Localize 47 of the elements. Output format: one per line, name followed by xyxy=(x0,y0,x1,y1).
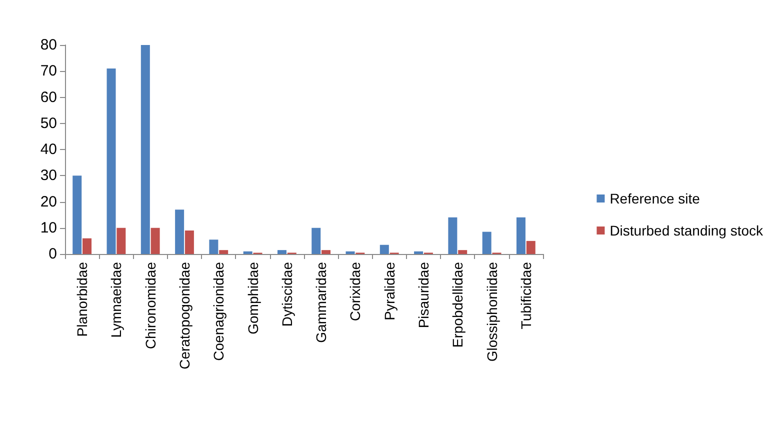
legend-label: Reference site xyxy=(610,190,700,206)
bar xyxy=(277,250,286,254)
y-tick-label: 40 xyxy=(40,141,57,158)
x-tick-label: Ceratopogonidae xyxy=(176,262,192,370)
y-tick-label: 70 xyxy=(40,62,57,80)
bar xyxy=(482,232,492,254)
bar xyxy=(380,244,389,254)
bar xyxy=(448,217,458,254)
bar xyxy=(414,251,424,254)
x-tick-label: Corixidae xyxy=(347,262,364,322)
x-tick-label: Pyralidae xyxy=(381,262,398,320)
bar xyxy=(458,250,468,254)
y-tick-label: 50 xyxy=(40,114,57,132)
x-tick-label: Tubificidae xyxy=(518,262,534,330)
x-tick-label: Erpobdellidae xyxy=(450,262,466,348)
x-tick-label: Lymnaeidae xyxy=(108,262,124,338)
y-tick-label: 10 xyxy=(40,219,57,236)
y-tick-label: 20 xyxy=(40,193,57,210)
bar xyxy=(150,228,160,254)
bar xyxy=(219,250,228,254)
y-tick-label: 60 xyxy=(40,88,57,106)
x-tick-label: Planorbidae xyxy=(74,262,90,337)
bar xyxy=(140,45,150,254)
bar xyxy=(322,250,331,254)
bar xyxy=(116,228,126,254)
x-tick-label: Glossiphoniidae xyxy=(484,262,500,362)
x-tick-label: Gomphidae xyxy=(244,262,261,334)
bar xyxy=(526,240,536,254)
bar xyxy=(72,176,82,254)
bar xyxy=(209,240,218,254)
x-tick-label: Coenagrionidae xyxy=(210,262,227,361)
y-tick-label: 80 xyxy=(40,36,57,54)
bar xyxy=(82,238,92,254)
bar xyxy=(516,217,526,254)
bar xyxy=(175,210,184,254)
bar xyxy=(243,251,252,254)
bar xyxy=(106,68,116,254)
legend-label: Disturbed standing stock xyxy=(610,222,764,238)
bar xyxy=(312,228,321,254)
x-tick-label: Gammaridae xyxy=(313,262,330,343)
y-tick-label: 0 xyxy=(48,246,57,262)
bar xyxy=(346,251,355,254)
x-tick-label: Pisauridae xyxy=(416,262,432,328)
bar xyxy=(184,230,194,254)
x-tick-label: Chironomidae xyxy=(142,262,158,350)
x-tick-label: Dytiscidae xyxy=(278,262,295,327)
y-tick-label: 30 xyxy=(40,167,57,184)
